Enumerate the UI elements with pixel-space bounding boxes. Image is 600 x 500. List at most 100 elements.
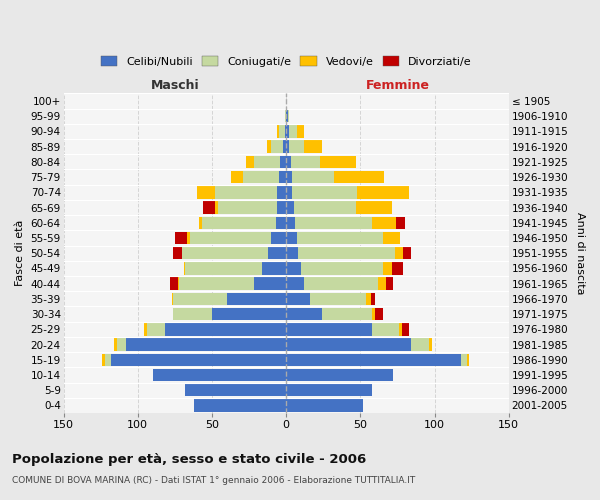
Bar <box>267 140 271 153</box>
Bar <box>231 171 243 183</box>
Bar <box>254 278 286 290</box>
Bar <box>286 171 292 183</box>
Bar <box>386 278 393 290</box>
Bar <box>298 247 395 260</box>
Bar <box>286 338 411 351</box>
Bar <box>378 278 386 290</box>
Bar <box>290 156 320 168</box>
Bar <box>289 125 296 138</box>
Bar <box>383 262 392 274</box>
Bar <box>262 262 286 274</box>
Bar <box>271 232 286 244</box>
Y-axis label: Anni di nascita: Anni di nascita <box>575 212 585 294</box>
Bar <box>286 186 292 198</box>
Bar <box>117 338 126 351</box>
Bar <box>403 247 411 260</box>
Bar <box>286 140 289 153</box>
Bar <box>215 202 218 214</box>
Bar <box>254 156 280 168</box>
Bar <box>187 232 190 244</box>
Bar <box>190 232 271 244</box>
Bar <box>194 399 286 411</box>
Legend: Celibi/Nubili, Coniugati/e, Vedovi/e, Divorziati/e: Celibi/Nubili, Coniugati/e, Vedovi/e, Di… <box>98 54 474 70</box>
Y-axis label: Fasce di età: Fasce di età <box>15 220 25 286</box>
Bar <box>182 247 268 260</box>
Bar <box>126 338 286 351</box>
Bar <box>215 186 277 198</box>
Bar <box>286 308 322 320</box>
Bar <box>286 125 289 138</box>
Bar <box>286 369 393 381</box>
Bar <box>227 292 286 305</box>
Bar <box>286 247 298 260</box>
Bar <box>277 186 286 198</box>
Bar <box>310 292 367 305</box>
Bar <box>428 338 431 351</box>
Bar <box>279 171 286 183</box>
Bar <box>371 292 375 305</box>
Bar <box>286 216 295 229</box>
Bar <box>395 247 403 260</box>
Bar <box>402 323 409 336</box>
Bar <box>179 278 254 290</box>
Bar <box>173 292 227 305</box>
Bar <box>277 125 279 138</box>
Bar <box>295 216 372 229</box>
Text: COMUNE DI BOVA MARINA (RC) - Dati ISTAT 1° gennaio 2006 - Elaborazione TUTTITALI: COMUNE DI BOVA MARINA (RC) - Dati ISTAT … <box>12 476 415 485</box>
Bar <box>461 354 467 366</box>
Bar <box>286 110 287 122</box>
Bar <box>164 323 286 336</box>
Bar <box>286 232 296 244</box>
Bar <box>111 354 286 366</box>
Bar <box>367 292 371 305</box>
Bar <box>170 278 178 290</box>
Bar <box>218 202 277 214</box>
Bar <box>372 323 399 336</box>
Bar <box>144 323 146 336</box>
Bar <box>286 292 310 305</box>
Bar <box>286 384 372 396</box>
Bar <box>467 354 469 366</box>
Bar <box>152 369 286 381</box>
Bar <box>178 278 179 290</box>
Bar <box>293 202 356 214</box>
Bar <box>375 308 383 320</box>
Bar <box>279 125 285 138</box>
Bar <box>175 232 187 244</box>
Bar <box>289 140 304 153</box>
Text: Femmine: Femmine <box>365 79 430 92</box>
Bar <box>197 186 215 198</box>
Bar <box>296 125 304 138</box>
Bar <box>185 262 262 274</box>
Bar <box>304 278 378 290</box>
Bar <box>283 140 286 153</box>
Bar <box>286 354 461 366</box>
Bar <box>202 216 276 229</box>
Bar <box>172 292 173 305</box>
Bar <box>399 323 402 336</box>
Text: Popolazione per età, sesso e stato civile - 2006: Popolazione per età, sesso e stato civil… <box>12 452 366 466</box>
Bar <box>185 384 286 396</box>
Bar <box>173 247 182 260</box>
Bar <box>358 186 409 198</box>
Bar <box>271 140 283 153</box>
Bar <box>356 202 392 214</box>
Bar <box>322 308 372 320</box>
Bar <box>285 125 286 138</box>
Bar <box>114 338 117 351</box>
Bar <box>246 156 254 168</box>
Bar <box>334 171 384 183</box>
Bar <box>199 216 202 229</box>
Bar <box>277 202 286 214</box>
Bar <box>392 262 403 274</box>
Bar <box>286 202 293 214</box>
Bar <box>286 156 290 168</box>
Bar <box>301 262 383 274</box>
Bar <box>372 308 375 320</box>
Bar <box>286 399 364 411</box>
Bar <box>383 232 400 244</box>
Bar <box>286 262 301 274</box>
Bar <box>105 354 111 366</box>
Bar <box>184 262 185 274</box>
Bar <box>372 216 396 229</box>
